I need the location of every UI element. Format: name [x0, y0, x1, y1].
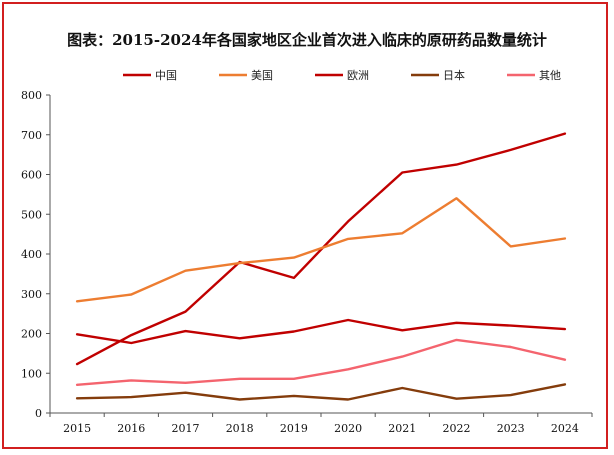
- series-line-日本: [75, 383, 567, 401]
- y-tick-label: 800: [21, 89, 42, 102]
- y-tick-label: 200: [21, 328, 42, 341]
- y-tick-label: 300: [21, 288, 42, 301]
- y-tick-label: 700: [21, 129, 42, 142]
- series-line-欧洲: [75, 318, 567, 345]
- x-tick-label: 2018: [226, 422, 254, 435]
- legend-label-其他: 其他: [539, 69, 561, 82]
- x-tick-label: 2017: [172, 422, 200, 435]
- x-tick-label: 2019: [280, 422, 308, 435]
- x-tick-label: 2022: [443, 422, 471, 435]
- chart-frame: [2, 2, 608, 449]
- series-line-中国: [75, 132, 567, 366]
- x-tick-label: 2016: [117, 422, 145, 435]
- series-lines: [75, 132, 567, 401]
- legend-label-欧洲: 欧洲: [347, 69, 369, 82]
- x-tick-label: 2021: [388, 422, 416, 435]
- y-tick-label: 100: [21, 367, 42, 380]
- x-tick-label: 2023: [497, 422, 525, 435]
- y-tick-label: 400: [21, 248, 42, 261]
- y-tick-label: 600: [21, 169, 42, 182]
- legend-label-日本: 日本: [443, 68, 465, 82]
- legend: 中国 美国 欧洲 日本 其他: [123, 68, 561, 82]
- legend-label-中国: 中国: [155, 69, 177, 82]
- series-line-其他: [75, 338, 567, 386]
- y-tick-label: 500: [21, 208, 42, 221]
- legend-label-美国: 美国: [251, 69, 273, 82]
- y-tick-label: 0: [35, 407, 42, 420]
- x-tick-label: 2024: [551, 422, 579, 435]
- x-tick-label: 2015: [63, 422, 91, 435]
- series-line-美国: [75, 197, 567, 303]
- x-tick-label: 2020: [334, 422, 362, 435]
- chart-title: 图表：2015-2024年各国家地区企业首次进入临床的原研药品数量统计: [67, 31, 547, 49]
- axes: 0 100 200 300 400 500 600 700 800 2015 2016 2017 201…: [21, 89, 593, 435]
